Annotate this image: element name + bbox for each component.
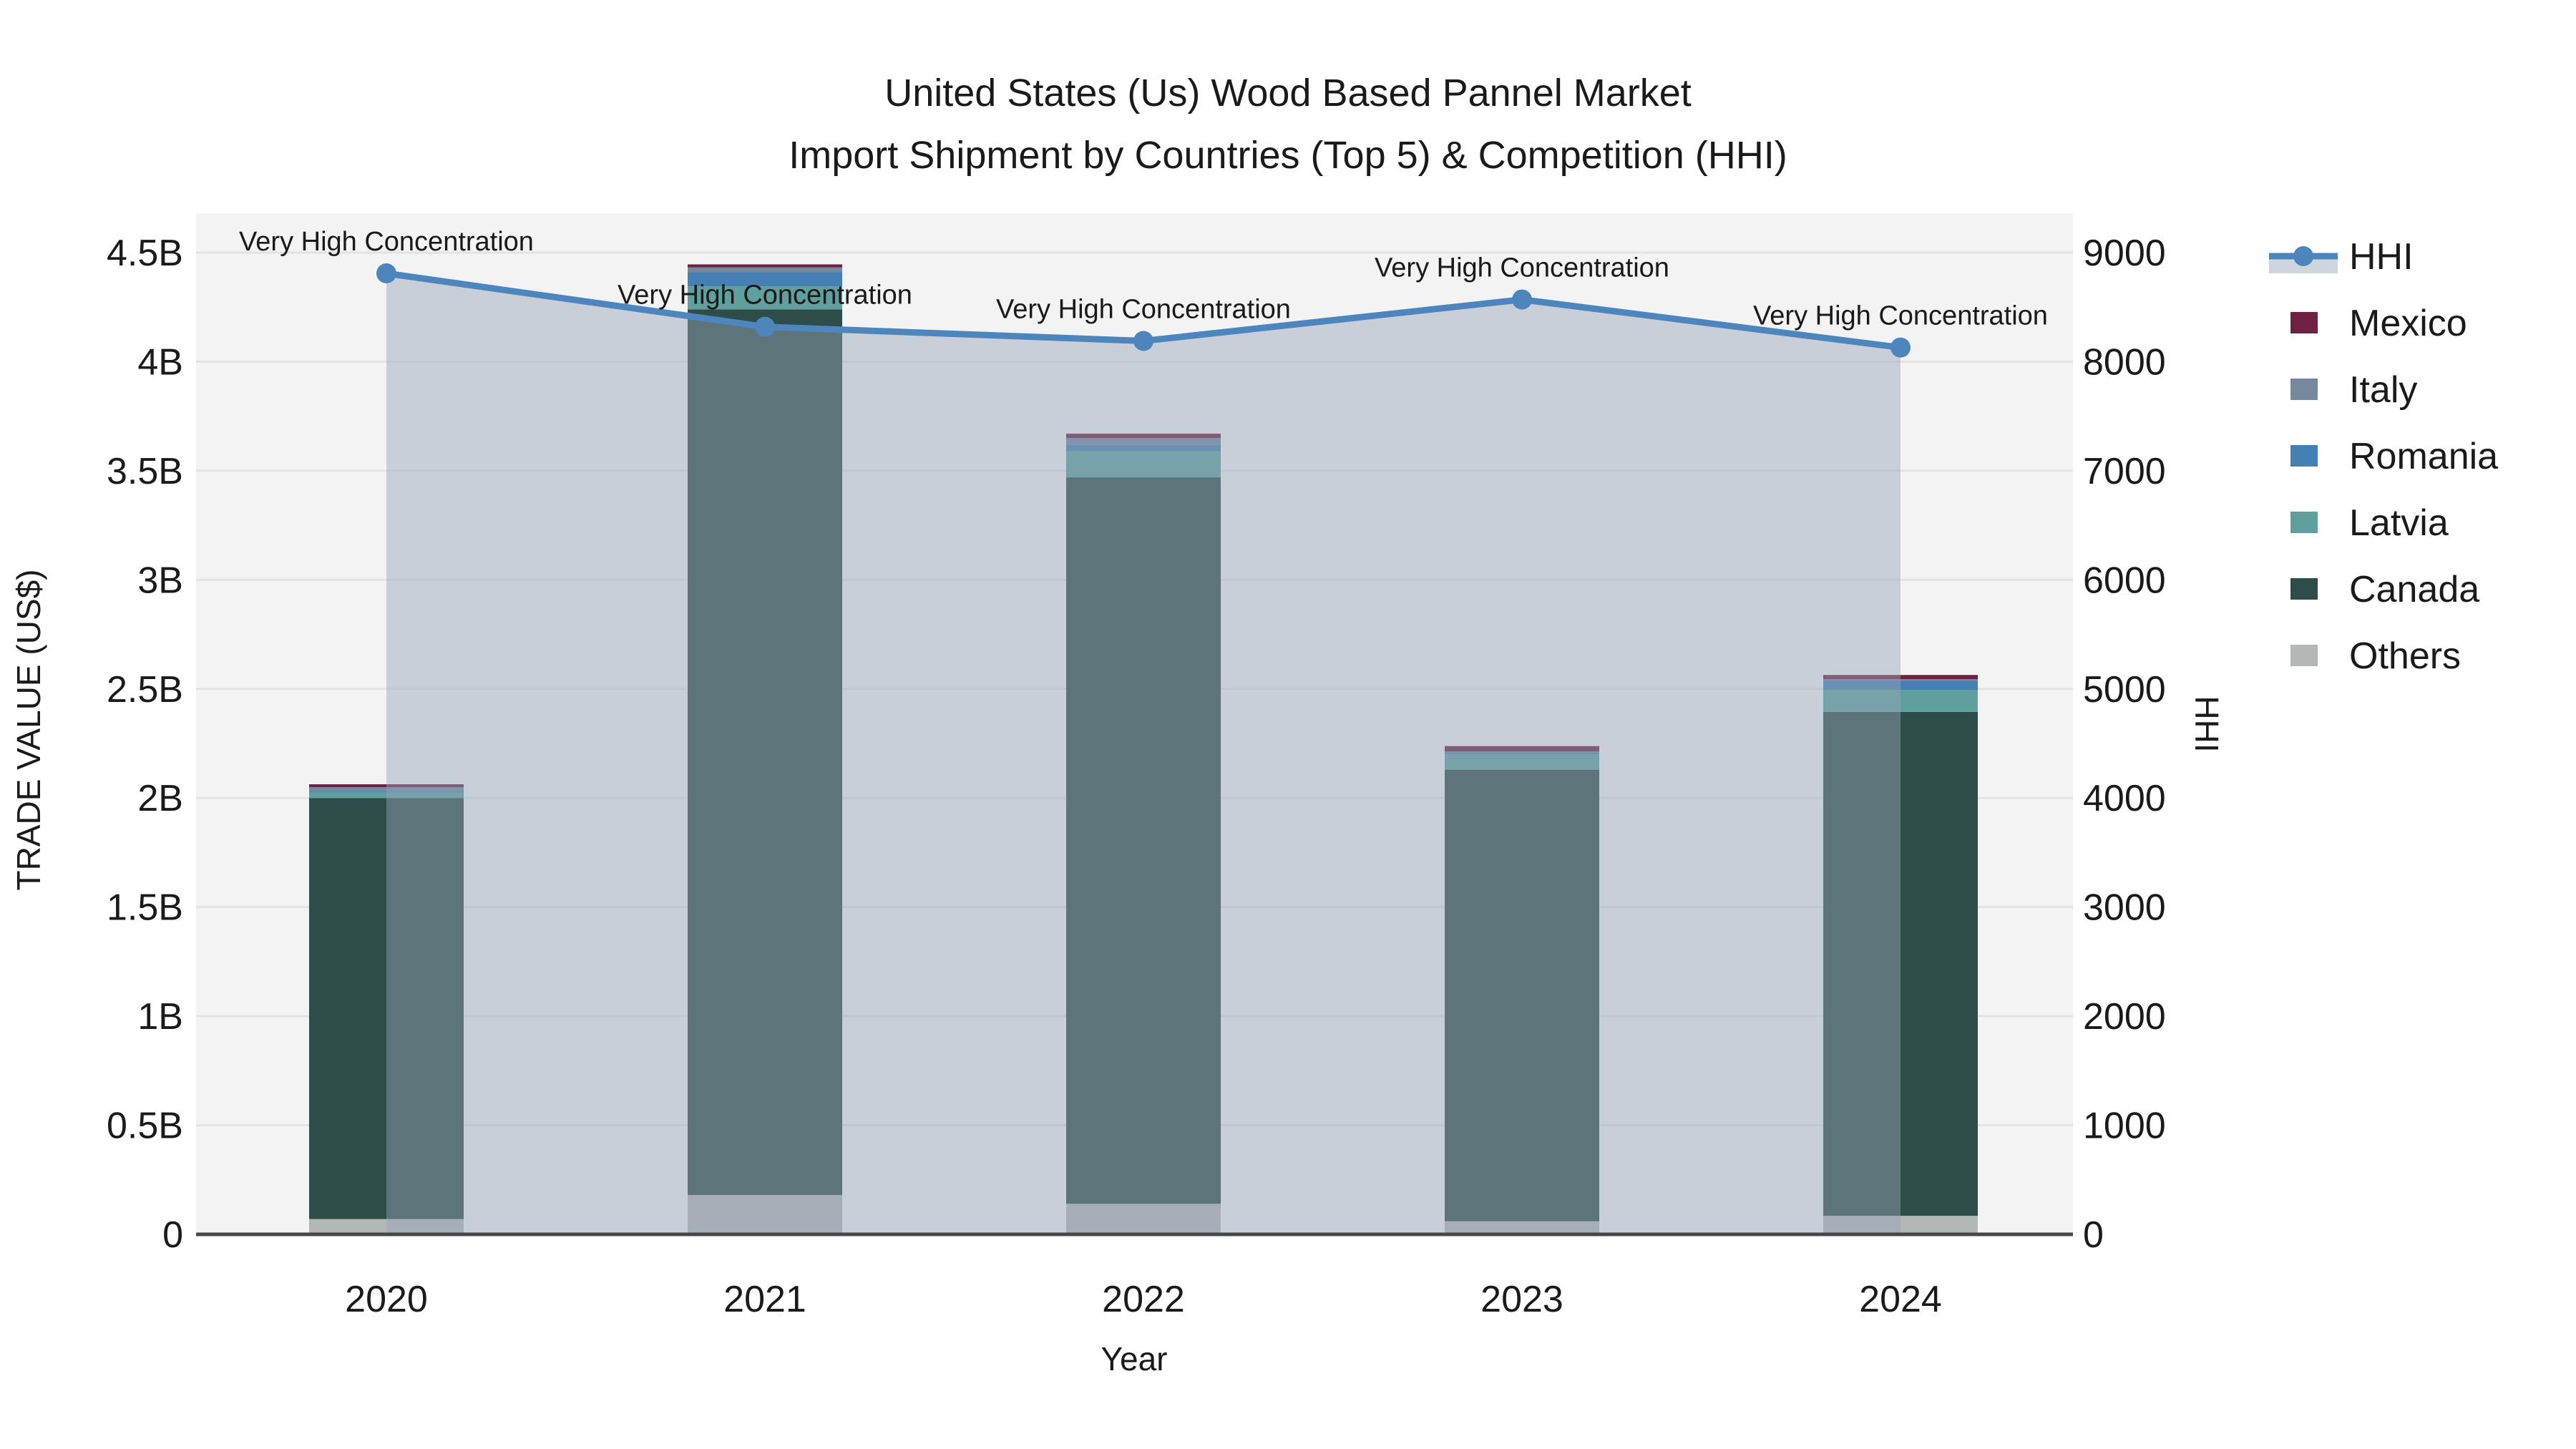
hhi-point-2020[interactable] [376,263,396,283]
x-tick-label-2022: 2022 [1102,1279,1185,1320]
legend-label: Others [2349,635,2461,677]
annotation-2020: Very High Concentration [239,227,534,257]
bar-segment-others-2021[interactable] [688,1195,842,1234]
annotations: Very High Concentration Very High Concent… [239,227,2048,331]
y-left-tick-label: 0.5B [107,1106,183,1147]
legend-hhi-marker-sample [2293,246,2313,266]
y-left-tick-label: 1B [137,996,183,1038]
chart-title-line2: Import Shipment by Countries (Top 5) & C… [789,134,1787,177]
bar-segment-canada-2020[interactable] [309,798,464,1219]
x-tick-label-2020: 2020 [345,1279,428,1320]
bar-segment-mexico-2021[interactable] [688,264,842,268]
bar-segment-romania-2020[interactable] [309,791,464,793]
y-left-tick-label: 1.5B [107,887,183,929]
y-left-tick-label: 2.5B [107,669,183,711]
legend-swatch-italy [2290,379,2318,400]
legend-item-romania[interactable]: Romania [2290,436,2498,477]
y-right-tick-label: 4000 [2083,778,2166,819]
bar-segment-romania-2023[interactable] [1445,753,1599,755]
chart-title-line1: United States (Us) Wood Based Pannel Mar… [884,72,1692,114]
bar-segment-latvia-2022[interactable] [1066,451,1221,478]
hhi-point-2024[interactable] [1890,337,1911,358]
y-right-tick-label: 9000 [2083,233,2166,274]
legend-item-italy[interactable]: Italy [2290,369,2417,411]
bar-segment-others-2020[interactable] [309,1219,464,1234]
bar-segment-italy-2023[interactable] [1445,751,1599,753]
y-right-tick-labels: 0 1000 2000 3000 4000 5000 6000 7000 8000 9000 [2083,233,2166,1256]
bar-segment-romania-2022[interactable] [1066,444,1221,452]
y-right-tick-label: 2000 [2083,996,2166,1038]
y-right-tick-label: 5000 [2083,669,2166,711]
annotation-2024: Very High Concentration [1753,301,2048,331]
bar-segment-mexico-2023[interactable] [1445,746,1599,751]
bar-segment-romania-2021[interactable] [688,272,842,287]
bar-segment-italy-2022[interactable] [1066,438,1221,445]
bar-segment-canada-2024[interactable] [1823,711,1978,1216]
bar-segment-canada-2021[interactable] [688,309,842,1196]
bar-segment-romania-2024[interactable] [1823,680,1978,691]
x-tick-label-2021: 2021 [723,1279,806,1320]
legend-item-hhi[interactable]: HHI [2269,236,2414,278]
x-tick-label-2023: 2023 [1480,1279,1563,1320]
bar-segment-italy-2021[interactable] [688,267,842,273]
bar-segment-latvia-2024[interactable] [1823,690,1978,712]
bar-segment-mexico-2022[interactable] [1066,434,1221,439]
y-right-tick-label: 1000 [2083,1106,2166,1147]
bar-segment-mexico-2024[interactable] [1823,675,1978,680]
legend-label: Canada [2349,569,2479,610]
y-left-tick-label: 2B [137,778,183,819]
bar-segment-latvia-2023[interactable] [1445,754,1599,770]
y-left-tick-label: 4.5B [107,233,183,274]
legend: HHI Mexico Italy Romania Latvia Canada Others [2269,236,2498,677]
hhi-point-2023[interactable] [1512,289,1532,310]
y-left-tick-label: 0 [162,1214,183,1256]
bar-segment-mexico-2020[interactable] [309,784,464,787]
bar-segment-italy-2024[interactable] [1823,679,1978,681]
bar-segment-italy-2020[interactable] [309,786,464,792]
legend-item-others[interactable]: Others [2290,635,2461,677]
legend-item-latvia[interactable]: Latvia [2290,502,2449,544]
legend-swatch-romania [2290,445,2318,467]
x-tick-labels: 2020 2021 2022 2023 2024 [345,1279,1942,1320]
bar-segment-others-2024[interactable] [1823,1216,1978,1234]
y-right-tick-label: 8000 [2083,341,2166,383]
bar-segment-others-2022[interactable] [1066,1204,1221,1234]
legend-swatch-mexico [2290,312,2318,333]
x-axis-title: Year [1101,1340,1168,1377]
annotation-2021: Very High Concentration [618,280,912,311]
legend-swatch-canada [2290,578,2318,600]
y-right-tick-label: 0 [2083,1214,2104,1256]
y-left-tick-label: 3.5B [107,451,183,492]
hhi-point-2022[interactable] [1133,331,1153,351]
chart-title: United States (Us) Wood Based Pannel Mar… [0,62,2576,187]
y-right-tick-label: 6000 [2083,560,2166,601]
legend-swatch-others [2290,645,2318,666]
annotation-2022: Very High Concentration [996,295,1291,325]
bar-segment-latvia-2021[interactable] [688,286,842,310]
legend-item-canada[interactable]: Canada [2290,569,2479,610]
legend-label: Latvia [2349,502,2449,544]
y-left-tick-labels: 0 0.5B 1B 1.5B 2B 2.5B 3B 3.5B 4B 4.5B [107,233,183,1256]
x-tick-label-2024: 2024 [1859,1279,1942,1320]
legend-item-mexico[interactable]: Mexico [2290,303,2467,344]
legend-label: Italy [2349,369,2417,411]
legend-label: Romania [2349,436,2498,477]
bar-series [309,264,1978,1234]
hhi-point-2021[interactable] [755,316,775,337]
y-left-tick-label: 4B [137,341,183,383]
y-right-tick-label: 3000 [2083,887,2166,929]
legend-label: HHI [2349,236,2414,278]
legend-label: Mexico [2349,303,2467,344]
y-left-tick-label: 3B [137,560,183,601]
bar-segment-canada-2022[interactable] [1066,477,1221,1204]
bar-segment-latvia-2020[interactable] [309,792,464,799]
bar-segment-canada-2023[interactable] [1445,769,1599,1221]
y-right-tick-label: 7000 [2083,451,2166,492]
bar-segment-others-2023[interactable] [1445,1221,1599,1234]
legend-swatch-latvia [2290,512,2318,533]
hhi-area-fill [386,273,1901,1234]
annotation-2023: Very High Concentration [1375,253,1669,283]
